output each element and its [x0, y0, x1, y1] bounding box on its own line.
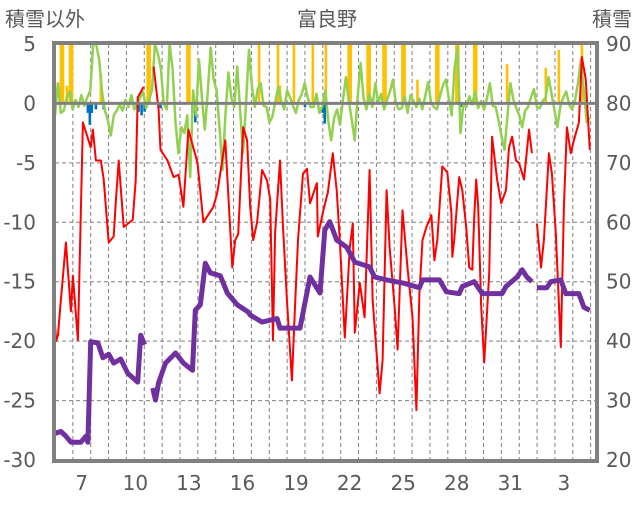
green-line [53, 42, 591, 179]
orange-bar [311, 44, 315, 104]
blue-bar [90, 103, 94, 113]
x-tick-label: 7 [75, 471, 88, 495]
orange-bar [382, 44, 385, 104]
blue-bar [140, 103, 143, 116]
orange-bar [61, 44, 65, 104]
orange-bar [435, 44, 438, 104]
chart-title: 富良野 [297, 7, 357, 31]
blue-bar [460, 103, 463, 107]
orange-bar [59, 44, 63, 104]
blue-bar [137, 103, 140, 112]
orange-bar [544, 67, 548, 104]
x-tick-label: 28 [444, 471, 469, 495]
orange-bar [472, 44, 476, 104]
right-tick-label: 40 [606, 329, 631, 353]
red-line [54, 56, 591, 412]
blue-bar [159, 103, 162, 109]
right-tick-label: 70 [606, 151, 631, 175]
blue-bar [94, 103, 98, 110]
orange-bar [276, 44, 280, 104]
x-tick-label: 13 [176, 471, 201, 495]
orange-bar [324, 44, 328, 104]
orange-bar [148, 44, 151, 104]
orange-bar [401, 44, 404, 104]
orange-bar [403, 44, 406, 104]
orange-bar [474, 44, 478, 104]
x-tick-label: 19 [283, 471, 308, 495]
left-tick-label: -30 [3, 448, 36, 472]
orange-bar [292, 44, 296, 104]
right-tick-label: 30 [606, 389, 631, 413]
left-axis-title: 積雪以外 [5, 7, 85, 31]
x-tick-label: 31 [498, 471, 523, 495]
orange-bar [70, 44, 74, 104]
left-tick-label: 0 [23, 91, 36, 115]
left-tick-label: -20 [3, 329, 36, 353]
left-tick-label: -10 [3, 210, 36, 234]
left-tick-label: 5 [23, 32, 36, 56]
right-tick-label: 60 [606, 210, 631, 234]
orange-bar [68, 44, 72, 104]
blue-bar [88, 103, 92, 125]
orange-bar [437, 44, 440, 104]
purple-line [54, 219, 591, 445]
orange-bar [416, 79, 419, 104]
grid [55, 44, 596, 460]
x-tick-label: 16 [230, 471, 255, 495]
x-tick-label: 25 [390, 471, 415, 495]
plot-marks [53, 42, 591, 445]
blue-bar [303, 103, 307, 107]
orange-bar [347, 44, 351, 104]
orange-bar [455, 44, 458, 104]
orange-bar [349, 44, 352, 104]
left-tick-label: -5 [16, 151, 36, 175]
orange-bar [557, 49, 561, 104]
right-tick-label: 90 [606, 32, 631, 56]
orange-bar [505, 64, 509, 104]
left-tick-label: -25 [3, 389, 36, 413]
left-tick-label: -15 [3, 270, 36, 294]
blue-bar [323, 103, 327, 124]
orange-bar [146, 44, 149, 104]
blue-bar [143, 103, 146, 112]
right-tick-label: 50 [606, 270, 631, 294]
plot-frame [52, 41, 599, 463]
x-tick-label: 10 [123, 471, 148, 495]
orange-bar [257, 44, 261, 104]
orange-bar [366, 44, 369, 104]
right-axis-title: 積雪 [592, 7, 632, 31]
blue-bar [321, 103, 325, 113]
orange-bar [368, 44, 371, 104]
orange-bar [186, 44, 189, 104]
orange-bar [188, 44, 191, 104]
orange-bar [384, 44, 387, 104]
x-tick-label: 22 [337, 471, 362, 495]
right-tick-label: 80 [606, 91, 631, 115]
right-tick-label: 20 [606, 448, 631, 472]
x-tick-label: 3 [557, 471, 570, 495]
blue-bar [86, 103, 90, 113]
